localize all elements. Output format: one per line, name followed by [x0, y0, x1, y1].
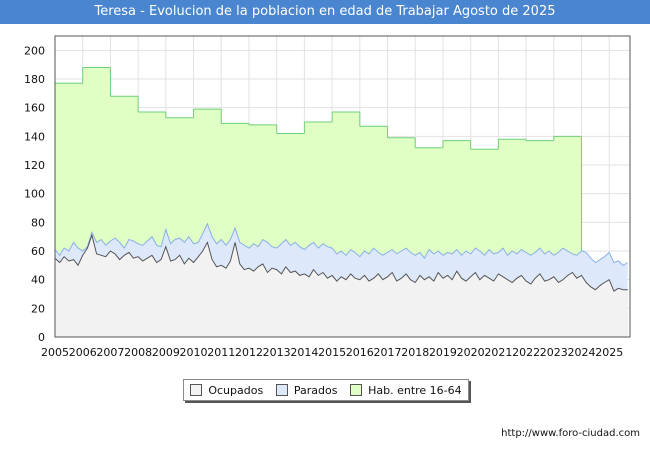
y-tick-label: 140 — [24, 130, 45, 143]
legend-swatch-ocupados — [190, 384, 203, 396]
x-tick-label: 2016 — [346, 346, 374, 359]
y-tick-label: 160 — [24, 102, 45, 115]
x-tick-label: 2018 — [401, 346, 429, 359]
x-tick-label: 2020 — [457, 346, 485, 359]
y-tick-label: 120 — [24, 159, 45, 172]
y-tick-label: 40 — [31, 274, 45, 287]
x-tick-label: 2017 — [374, 346, 402, 359]
x-tick-label: 2013 — [263, 346, 291, 359]
y-tick-label: 180 — [24, 73, 45, 86]
x-tick-label: 2009 — [152, 346, 180, 359]
legend-item-parados: Parados — [275, 383, 338, 397]
x-tick-label: 2006 — [69, 346, 97, 359]
ocupados-line — [54, 233, 628, 292]
ocupados-series — [54, 233, 628, 337]
y-tick-label: 0 — [38, 331, 45, 344]
x-tick-label: 2014 — [290, 346, 318, 359]
x-tick-label: 2021 — [484, 346, 512, 359]
legend-label-ocupados: Ocupados — [208, 383, 264, 397]
x-tick-label: 2019 — [429, 346, 457, 359]
chart-title: Teresa - Evolucion de la poblacion en ed… — [0, 0, 650, 24]
legend-swatch-parados — [275, 384, 288, 396]
legend-label-parados: Parados — [293, 383, 338, 397]
legend-swatch-hab — [350, 384, 363, 396]
legend-item-ocupados: Ocupados — [190, 384, 263, 397]
x-tick-label: 2010 — [180, 346, 208, 359]
chart-legend: Ocupados Parados Hab. entre 16-64 — [183, 379, 469, 401]
x-tick-label: 2023 — [540, 346, 568, 359]
y-tick-label: 80 — [31, 216, 45, 229]
parados-line — [54, 222, 629, 266]
x-tick-label: 2015 — [318, 346, 346, 359]
y-tick-label: 20 — [31, 302, 45, 315]
x-tick-label: 2008 — [124, 346, 152, 359]
x-tick-label: 2007 — [96, 346, 124, 359]
x-tick-label: 2005 — [41, 346, 69, 359]
y-tick-label: 100 — [24, 188, 45, 201]
source-link[interactable]: http://www.foro-ciudad.com — [501, 428, 640, 439]
x-tick-label: 2025 — [595, 346, 623, 359]
x-tick-label: 2011 — [207, 346, 235, 359]
legend-label-hab: Hab. entre 16-64 — [368, 383, 462, 397]
y-tick-label: 200 — [24, 44, 45, 57]
ocupados-area — [55, 235, 628, 337]
x-tick-label: 2024 — [568, 346, 596, 359]
x-tick-label: 2012 — [235, 346, 263, 359]
plot-border — [54, 35, 631, 338]
x-tick-label: 2022 — [512, 346, 540, 359]
y-tick-label: 60 — [31, 245, 45, 258]
legend-item-hab: Hab. entre 16-64 — [350, 384, 462, 397]
